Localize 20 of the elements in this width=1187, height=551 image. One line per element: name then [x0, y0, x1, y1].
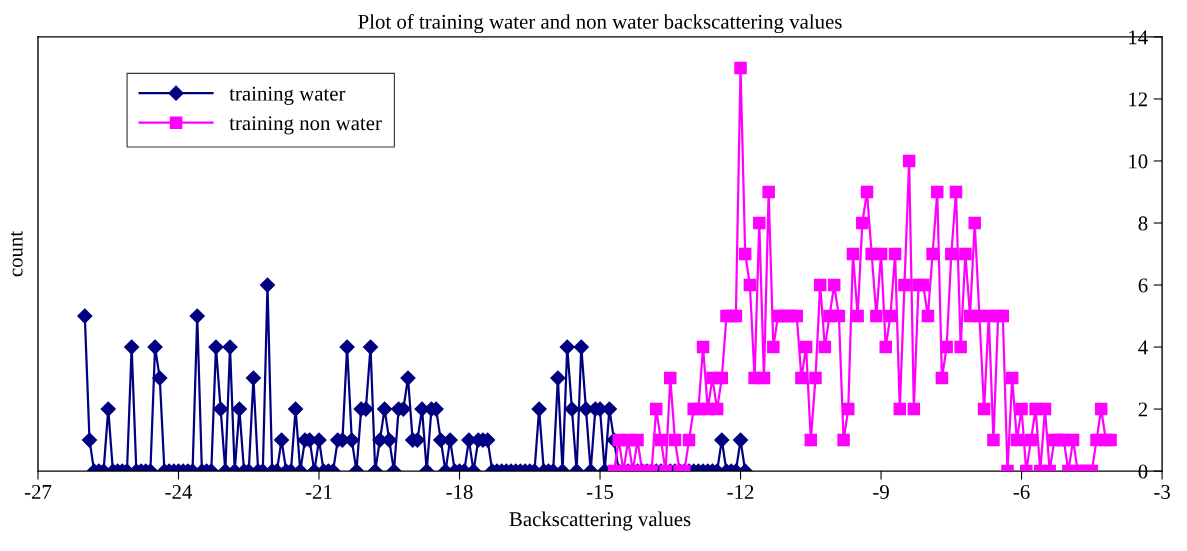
y-tick-label: 12 [1129, 92, 1148, 107]
x-tick-label: -24 [165, 484, 193, 499]
x-tick-label: -12 [727, 484, 754, 499]
y-tick-label: 8 [1138, 216, 1148, 231]
x-tick-label: -18 [446, 484, 473, 499]
legend-label: training non water [229, 116, 382, 135]
x-tick-label: -15 [586, 485, 614, 499]
x-axis-title: Backscattering values [509, 511, 691, 531]
y-tick-label: 4 [1138, 340, 1148, 355]
y-tick-label: 10 [1129, 154, 1148, 169]
legend-label: training water [229, 86, 346, 105]
x-tick-label: -27 [24, 484, 52, 499]
y-axis-title: count [10, 230, 23, 277]
x-tick-label: -6 [1013, 484, 1030, 499]
x-tick-label: -9 [873, 484, 889, 499]
x-tick-label: -3 [1154, 484, 1170, 499]
x-tick-label: -21 [305, 484, 332, 499]
y-tick-label: 6 [1138, 278, 1148, 293]
chart-title: Plot of training water and non water backscattering values [358, 13, 842, 34]
y-tick-label: 2 [1138, 402, 1148, 417]
